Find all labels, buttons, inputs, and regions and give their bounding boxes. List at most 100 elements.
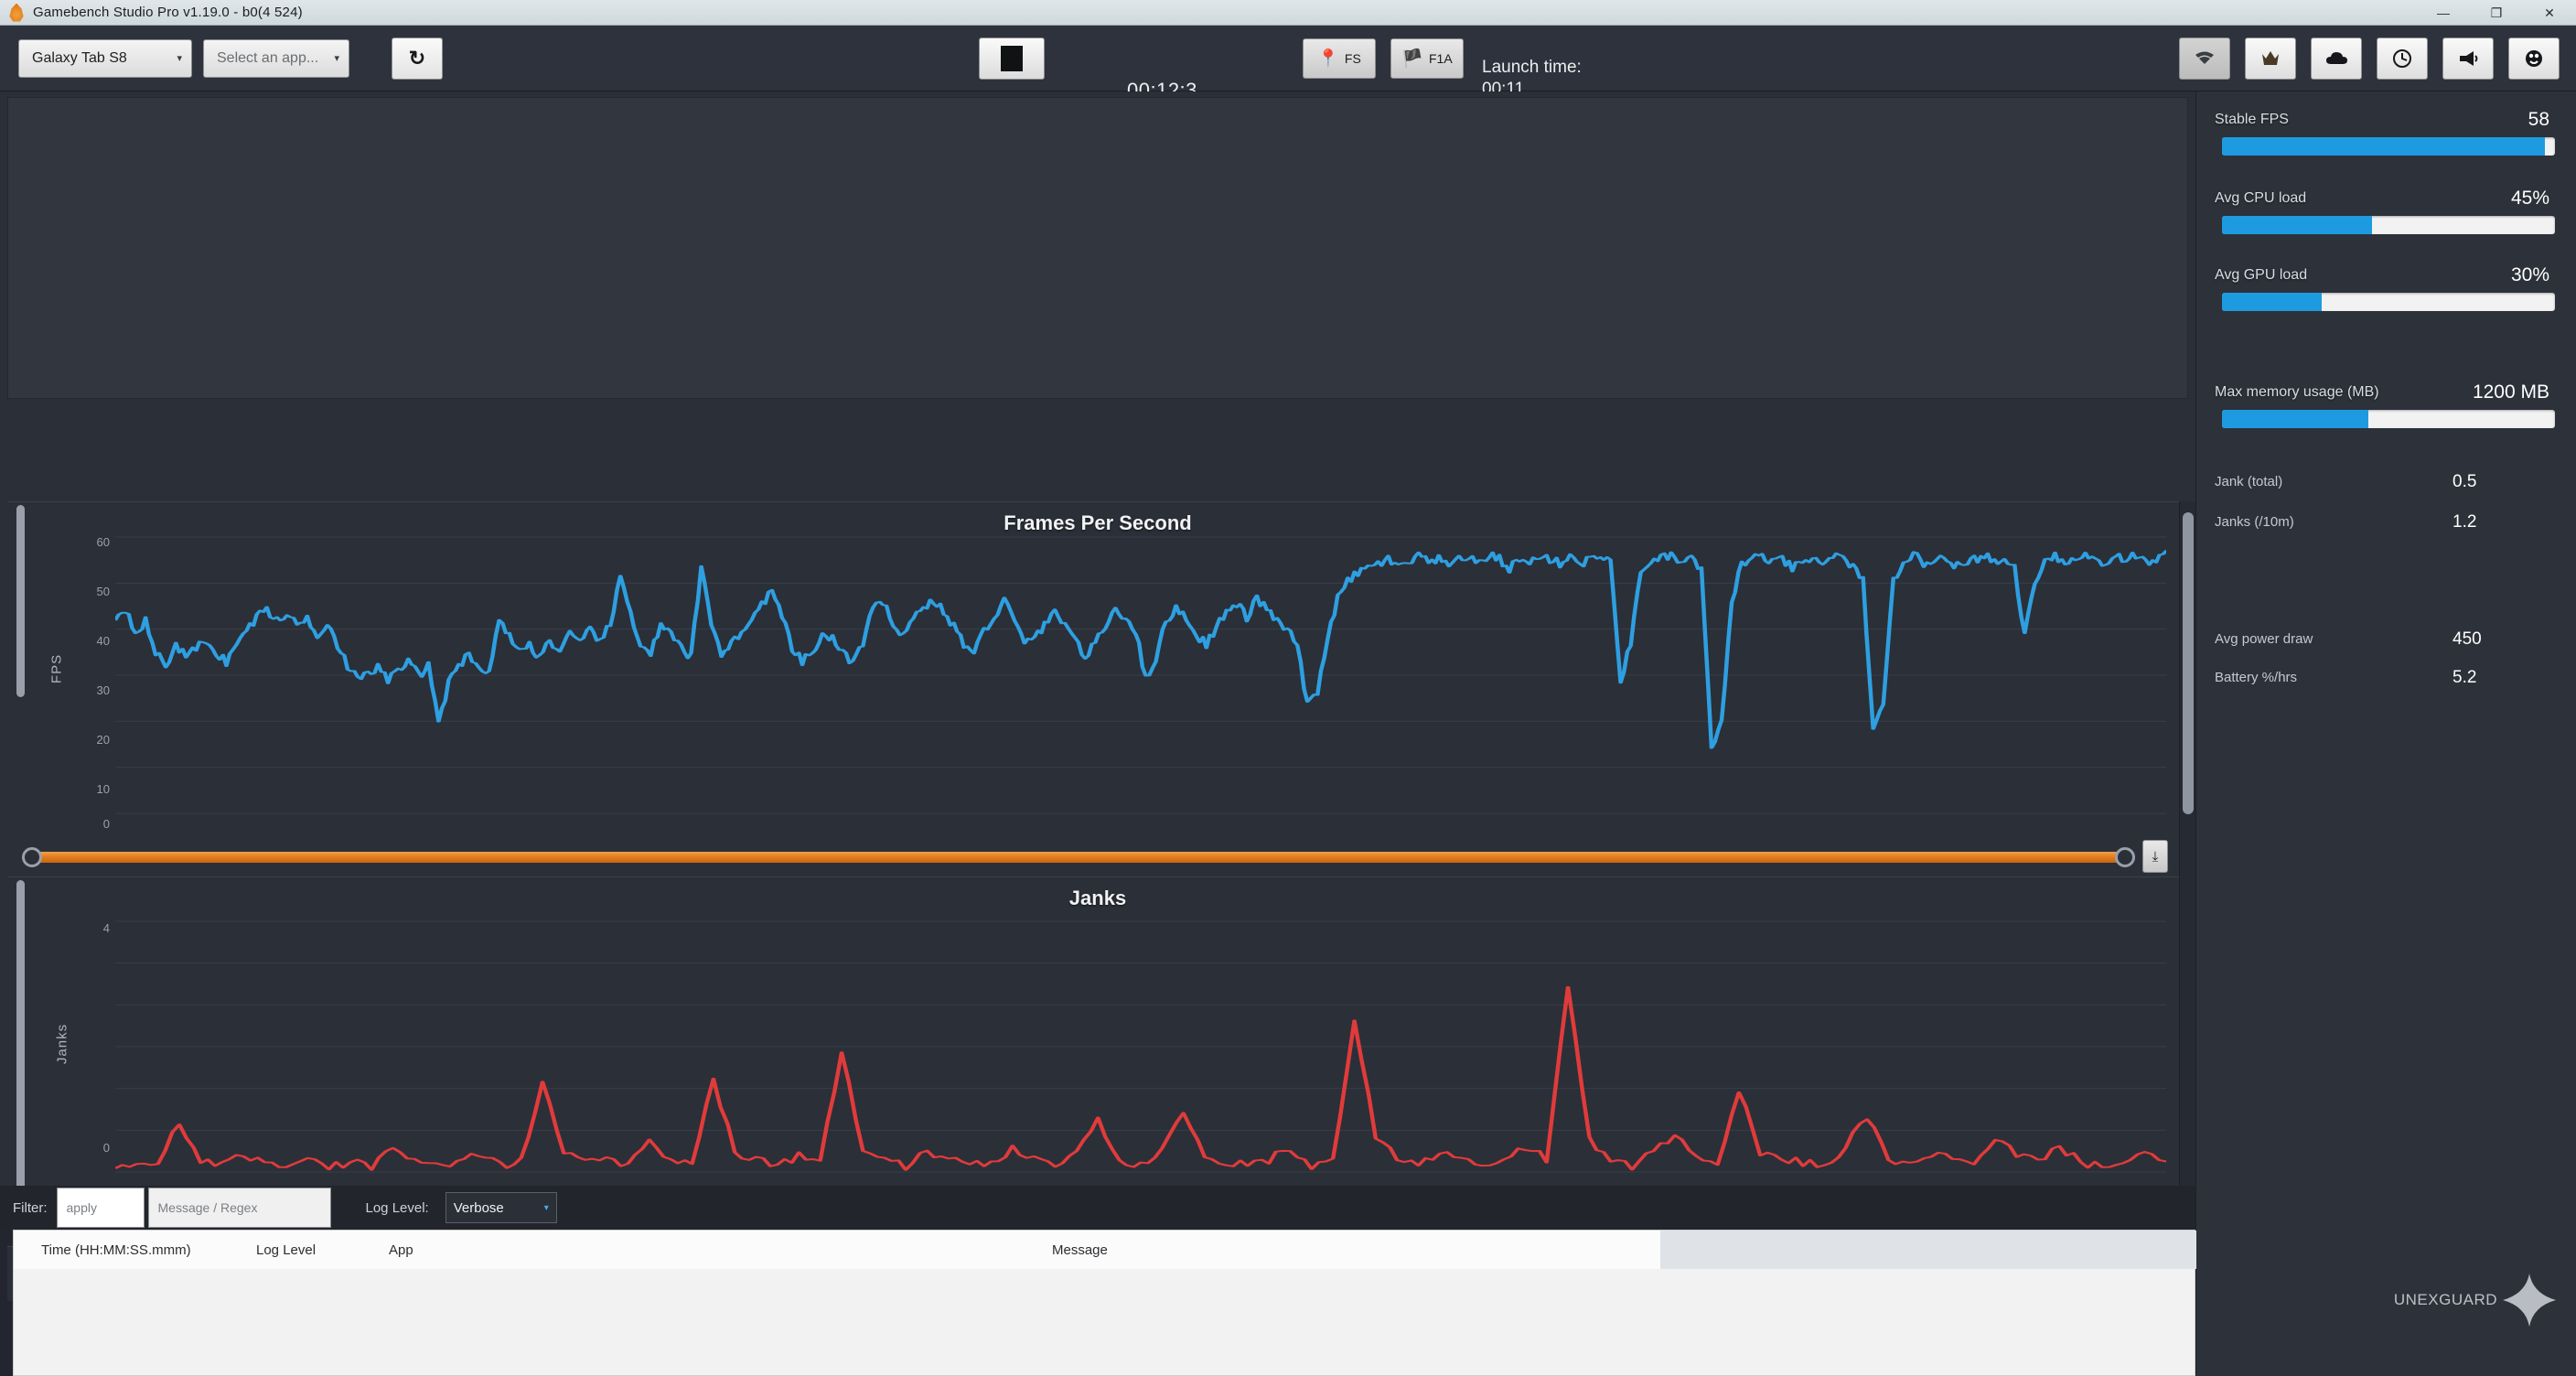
stat-label: Janks (/10m) <box>2215 514 2294 530</box>
plot-svg-fps <box>115 536 2166 814</box>
log-table-body[interactable] <box>14 1269 2195 1375</box>
crown-glyph <box>2262 50 2279 65</box>
metric-bar-fill <box>2222 216 2372 234</box>
top-toolbar: Galaxy Tab S8 ▾ Select an app... ▾ ↻ 00:… <box>0 26 2576 102</box>
clock-icon[interactable] <box>2377 37 2428 80</box>
help-icon[interactable] <box>2508 37 2560 80</box>
filter-label: Filter: <box>13 1199 48 1216</box>
fps-range-slider[interactable] <box>22 847 2135 867</box>
minimize-button[interactable]: — <box>2437 5 2450 20</box>
device-select[interactable]: Galaxy Tab S8 ▾ <box>18 38 192 78</box>
stat-label: Jank (total) <box>2215 474 2283 489</box>
charts-scrollbar-thumb[interactable] <box>2183 512 2194 814</box>
close-button[interactable]: ✕ <box>2544 5 2555 20</box>
maximize-button[interactable]: ❐ <box>2490 5 2503 20</box>
ytick-fps-0: 60 <box>96 535 110 549</box>
sparkle-icon <box>2503 1274 2556 1327</box>
metric-value: 1200 MB <box>2472 382 2549 403</box>
plot-svg-janks <box>115 920 2166 1173</box>
wifi-icon[interactable] <box>2179 37 2230 80</box>
pin-icon: 📍 <box>1317 48 1339 69</box>
loglevel-select[interactable]: Verbose ▾ <box>445 1192 557 1223</box>
fps-range-start-handle[interactable] <box>22 847 42 867</box>
charts-vertical-scrollbar[interactable] <box>2179 501 2195 1268</box>
ytick-fps-4: 20 <box>96 733 110 747</box>
column-header-app[interactable]: App <box>389 1242 413 1258</box>
marker-button-fs[interactable]: 📍 FS <box>1303 38 1376 79</box>
loglevel-group: Log Level: Verbose ▾ <box>366 1192 557 1223</box>
stat-label: Battery %/hrs <box>2215 670 2298 685</box>
ytick-fps-5: 10 <box>96 782 110 796</box>
metric-label: Stable FPS <box>2215 112 2289 127</box>
filter-input-small[interactable]: apply <box>56 1188 145 1228</box>
stat-value: 1.2 <box>2453 512 2477 532</box>
watermark: UNEXGUARD <box>2394 1272 2556 1328</box>
stat-value: 0.5 <box>2453 472 2477 491</box>
flag-icon: 🏴 <box>1401 48 1423 69</box>
stat-value: 5.2 <box>2453 668 2477 687</box>
crown-icon[interactable] <box>2245 37 2296 80</box>
metric-bar-fill <box>2222 293 2323 311</box>
megaphone-icon[interactable] <box>2442 37 2494 80</box>
ytick-fps-2: 40 <box>96 634 110 648</box>
log-filter-bar: Filter: apply Message / Regex Log Level:… <box>0 1186 2195 1230</box>
wifi-glyph <box>2195 51 2214 64</box>
chevron-down-icon: ▾ <box>177 53 182 64</box>
metric-label: Max memory usage (MB) <box>2215 384 2379 400</box>
loglevel-label: Log Level: <box>365 1199 429 1216</box>
device-select-value: Galaxy Tab S8 <box>32 49 127 66</box>
metric-value: 30% <box>2510 264 2549 285</box>
column-header-time[interactable]: Time (HH:MM:SS.mmm) <box>41 1242 191 1258</box>
fps-range-track[interactable] <box>38 852 2119 863</box>
metric-bar <box>2222 293 2555 311</box>
app-select-value: Select an app... <box>217 49 319 66</box>
axis-title-fps: FPS <box>48 653 65 683</box>
marker-fs-label: FS <box>1344 50 1361 66</box>
axis-title-janks: Janks <box>54 1023 70 1064</box>
metrics-panel: Stable FPS 58 Avg CPU load 45% Avg GPU l… <box>2195 91 2576 1376</box>
cloud-icon[interactable] <box>2311 37 2362 80</box>
ytick-fps-6: 0 <box>102 817 110 831</box>
column-header-message[interactable]: Message <box>1052 1242 1108 1258</box>
app-logo-icon <box>9 3 24 22</box>
window-title: Gamebench Studio Pro v1.19.0 - b0(4 524) <box>33 5 303 20</box>
download-icon: ⤓ <box>2152 848 2159 865</box>
chevron-down-icon: ▾ <box>543 1202 549 1213</box>
fps-scroll-rail[interactable] <box>16 505 25 697</box>
chevron-down-icon: ▾ <box>334 53 339 64</box>
column-header-loglevel[interactable]: Log Level <box>256 1242 317 1258</box>
refresh-button[interactable]: ↻ <box>392 37 443 80</box>
plot-fps <box>115 521 2166 839</box>
title-bar: Gamebench Studio Pro v1.19.0 - b0(4 524)… <box>0 0 2576 26</box>
log-table: Time (HH:MM:SS.mmm) Log Level App Messag… <box>13 1230 2196 1376</box>
janks-scroll-rail[interactable] <box>16 880 25 1209</box>
refresh-icon: ↻ <box>408 46 426 70</box>
fps-range-end-handle[interactable] <box>2115 847 2135 867</box>
chart-title-janks: Janks <box>1068 887 1127 909</box>
stat-label: Avg power draw <box>2215 631 2313 647</box>
chart-janks: Janks Janks 4 0 <box>7 876 2188 1224</box>
metric-bar <box>2222 137 2555 156</box>
window-controls: — ❐ ✕ <box>2417 0 2576 26</box>
loglevel-select-value: Verbose <box>453 1199 504 1216</box>
toolbar-icon-row <box>2179 37 2560 80</box>
fps-export-button[interactable]: ⤓ <box>2142 840 2168 873</box>
metric-value: 45% <box>2510 188 2549 209</box>
filter-input-message[interactable]: Message / Regex <box>147 1188 331 1228</box>
stop-recording-button[interactable] <box>979 37 1045 80</box>
log-header-selection <box>1660 1231 2196 1269</box>
marker-button-f1a[interactable]: 🏴 F1A <box>1390 38 1464 79</box>
ytick-janks-1: 0 <box>102 1141 110 1155</box>
chart-frames-per-second: Frames Per Second FPS 60 50 40 30 20 10 … <box>7 501 2188 849</box>
plot-janks <box>115 905 2166 1207</box>
metric-label: Avg CPU load <box>2215 190 2307 206</box>
clock-glyph <box>2393 48 2411 68</box>
app-select[interactable]: Select an app... ▾ <box>203 38 349 78</box>
stop-square-icon <box>1001 45 1023 71</box>
metric-label: Avg GPU load <box>2215 267 2308 283</box>
filter-input-message-placeholder: Message / Regex <box>157 1200 258 1215</box>
metric-bar-fill <box>2222 137 2546 156</box>
metric-bar-fill <box>2222 410 2369 428</box>
metric-value: 58 <box>2528 109 2549 130</box>
metric-bar <box>2222 410 2555 428</box>
